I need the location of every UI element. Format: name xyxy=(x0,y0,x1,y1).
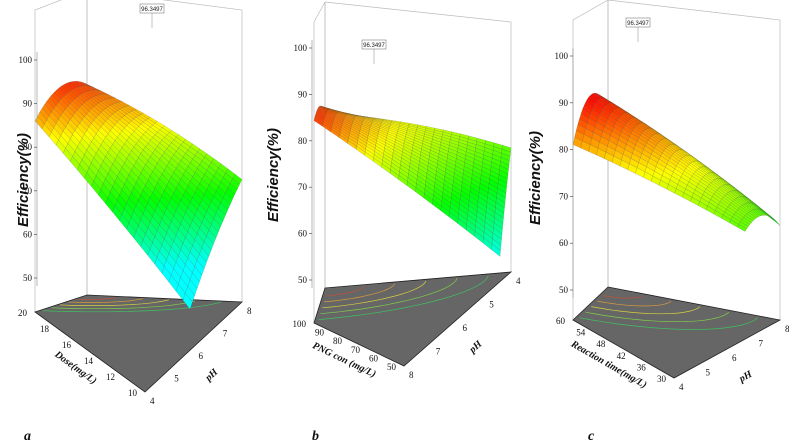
panel-b-contour xyxy=(324,283,395,303)
panel-a-z-tick-label: 80 xyxy=(23,142,33,152)
panel-c-z-tick-label: 100 xyxy=(555,51,569,61)
panel-b-contour xyxy=(318,275,489,320)
panel-c-surface-cell xyxy=(737,224,747,232)
panel-b-y-tick-label: 100 xyxy=(293,319,307,329)
panel-a-x-axis-title: pH xyxy=(203,366,221,384)
panel-b-y-tick-label: 80 xyxy=(333,336,343,346)
panel-a-y-tick-label: 14 xyxy=(84,356,94,366)
panel-c-y-tick-label: 54 xyxy=(576,328,586,338)
panel-c-letter: c xyxy=(588,429,595,444)
panel-a-contour xyxy=(68,298,143,303)
panel-a-surface xyxy=(34,81,243,310)
panel-a-y-axis-title: Dose(mg/L) xyxy=(52,349,99,387)
panel-c-z-tick-label: 80 xyxy=(559,145,569,155)
panel-b-x-tick-label: 8 xyxy=(409,370,414,380)
panel-c-annotation: 96.3497 xyxy=(627,21,649,27)
panel-c-z-axis-title: Efficiency(%) xyxy=(527,131,544,225)
panel-a-z-tick-label: 100 xyxy=(19,55,33,65)
panel-b-x-tick-label: 5 xyxy=(489,300,494,310)
panel-c-z-tick-label: 90 xyxy=(559,98,569,108)
panel-c-right-wall xyxy=(607,0,781,320)
panel-a-surface-cell xyxy=(182,292,193,310)
panel-a-contour xyxy=(77,296,117,300)
panel-b-z-tick-label: 70 xyxy=(298,182,308,192)
panel-a-y-tick-label: 12 xyxy=(106,372,115,382)
panel-c-contour xyxy=(585,311,730,323)
panel-c-floor xyxy=(572,286,782,379)
panel-c-x-tick-label: 4 xyxy=(679,382,684,392)
panel-a-x-tick-label: 7 xyxy=(223,329,228,339)
panel-c-z-tick-label: 60 xyxy=(559,238,569,248)
panel-a-z-tick-label: 50 xyxy=(23,273,33,283)
panel-a-z-tick-label: 90 xyxy=(23,99,33,109)
panel-a-z-tick-label: 70 xyxy=(23,186,33,196)
panel-c-x-tick-label: 6 xyxy=(732,353,737,363)
panel-b-y-tick-label: 70 xyxy=(351,345,361,355)
panel-b-x-tick-label: 6 xyxy=(463,323,468,333)
panel-c-contour xyxy=(579,317,759,330)
panel-b-surface xyxy=(313,105,512,257)
panel-a-y-tick-label: 18 xyxy=(40,324,50,334)
panel-b-z-tick-label: 100 xyxy=(294,43,308,53)
panel-a-x-tick-label: 6 xyxy=(199,351,204,361)
panel-c-z-tick-label: 50 xyxy=(559,285,569,295)
panel-c-y-tick-label: 36 xyxy=(637,362,647,372)
panel-b-x-tick-label: 7 xyxy=(436,347,441,357)
panel-a-y-tick-label: 20 xyxy=(18,308,28,318)
panel-b-left-wall xyxy=(313,1,326,323)
panel-b-floor xyxy=(313,271,513,367)
panel-a-annotation: 96.3497 xyxy=(141,7,163,13)
panel-b-y-tick-label: 90 xyxy=(315,328,325,338)
panel-b-annotation: 96.3497 xyxy=(363,43,385,49)
panel-b-z-tick-label: 60 xyxy=(298,229,308,239)
panel-a-y-tick-label: 10 xyxy=(128,388,138,398)
panel-c-surface xyxy=(572,92,781,232)
panel-b-y-tick-label: 60 xyxy=(369,353,379,363)
panel-b-right-wall xyxy=(324,1,512,272)
panel-b-x-axis-title: pH xyxy=(467,338,486,356)
panel-b-x-tick-label: 4 xyxy=(516,276,521,286)
panel-c-contour xyxy=(591,306,701,315)
panel-a-contour xyxy=(51,300,196,310)
panel-b-surface-cell xyxy=(491,243,501,257)
panel-c-y-tick-label: 42 xyxy=(617,351,626,361)
panel-b-contour xyxy=(322,280,427,309)
panel-c-contour xyxy=(597,300,672,307)
panel-c-left-wall xyxy=(572,0,609,320)
panel-a-z-tick-label: 60 xyxy=(23,229,33,239)
panel-c-z-tick-label: 70 xyxy=(559,191,569,201)
panel-a-x-tick-label: 5 xyxy=(174,374,179,384)
panel-c-contour xyxy=(603,295,643,299)
panel-c-y-tick-label: 30 xyxy=(657,374,667,384)
panel-b-letter: b xyxy=(312,429,319,444)
panel-a-contour xyxy=(60,299,169,306)
panel-a-contour xyxy=(42,301,222,313)
panel-a-right-wall xyxy=(161,0,243,302)
panel-c-x-axis-title: pH xyxy=(737,368,755,385)
panel-b-z-tick-label: 90 xyxy=(298,89,308,99)
panel-b-contour xyxy=(326,286,364,297)
panel-a-letter: a xyxy=(24,429,31,444)
panel-c-x-tick-label: 8 xyxy=(785,324,789,334)
panel-b-contour xyxy=(320,278,458,315)
panel-b-z-tick-label: 80 xyxy=(298,136,308,146)
panel-c-x-tick-label: 5 xyxy=(706,368,711,378)
panel-c-x-tick-label: 7 xyxy=(759,339,764,349)
panel-b-z-tick-label: 50 xyxy=(298,275,308,285)
panel-b-y-tick-label: 50 xyxy=(387,362,397,372)
panel-c-y-tick-label: 48 xyxy=(596,339,606,349)
panel-a-x-tick-label: 8 xyxy=(247,306,252,316)
panel-b-z-axis-title: Efficiency(%) xyxy=(265,128,282,222)
panel-a-x-tick-label: 4 xyxy=(150,396,155,406)
panel-a-y-tick-label: 16 xyxy=(62,340,72,350)
panel-a-z-axis-title: Efficiency(%) xyxy=(15,133,32,227)
panel-c-y-tick-label: 60 xyxy=(556,316,566,326)
